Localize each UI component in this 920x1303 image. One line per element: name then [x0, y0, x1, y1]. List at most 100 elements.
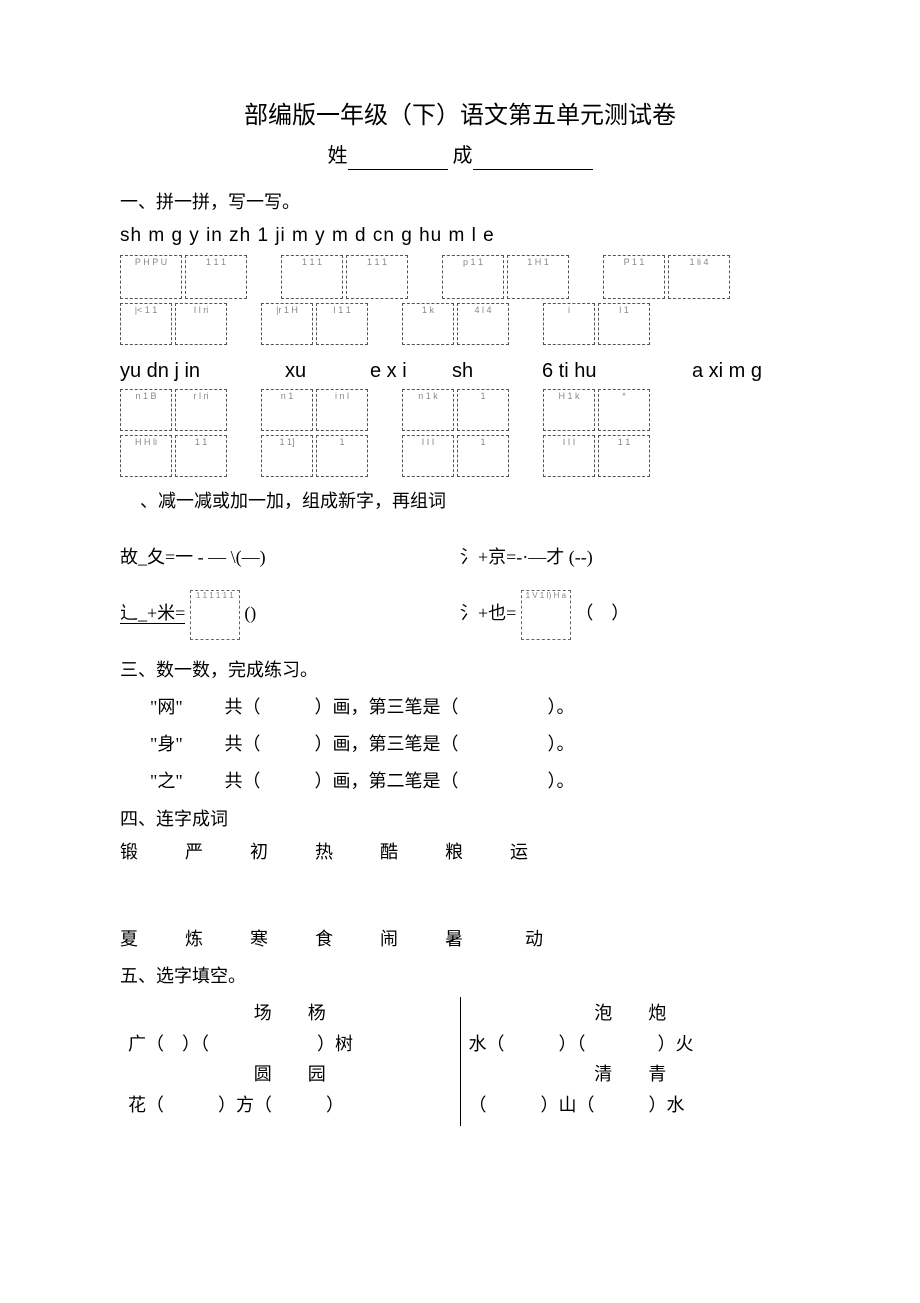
pinyin-seg: yu dn j in [120, 357, 285, 385]
q3-line: "网" 共（ ）画，第三笔是（ ）。 [150, 695, 800, 720]
connect-space[interactable] [120, 871, 800, 921]
q2-suffix: () [244, 603, 256, 623]
answer-box[interactable]: 1 1 1 1 1 1 [190, 590, 240, 640]
q5-right-col: 泡 炮 水（ ）（ ）火 清 青 （ ）山（ ）水 [461, 997, 801, 1126]
q5-choices: 场 杨 [128, 1001, 452, 1026]
tian-box[interactable]: 1 1 1 [185, 255, 247, 299]
q4-char: 初 [250, 840, 315, 865]
q4-char: 热 [315, 840, 380, 865]
section-3-head: 三、数一数，完成练习。 [120, 658, 800, 683]
tian-box[interactable]: 1 [457, 389, 509, 431]
answer-boxes-2: n 1 B r l ri n 1 i n l n 1 k 1 H 1 k * H… [120, 389, 800, 477]
q5-line: 花（ ）方（ ） [128, 1093, 452, 1118]
tian-box[interactable]: i n l [316, 389, 368, 431]
pinyin-line-1: sh m g y in zh 1 ji m y m d cn g hu m l … [120, 223, 800, 250]
q3-text: 共（ ）画，第二笔是（ [225, 771, 459, 791]
q3-line: "身" 共（ ）画，第三笔是（ ）。 [150, 732, 800, 757]
section-4-head: 四、连字成词 [120, 807, 800, 832]
tian-box[interactable]: i [543, 303, 595, 345]
q3-text: 共（ ）画，第三笔是（ [225, 734, 459, 754]
tian-box[interactable]: l 1 [598, 303, 650, 345]
pinyin-seg: xu [285, 357, 370, 385]
q3-text: 共（ ）画，第三笔是（ [225, 697, 459, 717]
tian-box[interactable]: * [598, 389, 650, 431]
q2-prefix: 辶_+米= [120, 603, 185, 624]
tian-box[interactable]: 1 H 1 [507, 255, 569, 299]
q3-end: ）。 [548, 697, 575, 717]
tian-box[interactable]: |< 1 1 [120, 303, 172, 345]
q4-char: 夏 [120, 927, 185, 952]
q2-item: 氵+京=-·—才 (--) [460, 545, 800, 570]
q5-choices: 泡 炮 [469, 1001, 793, 1026]
score-label: 成 [453, 145, 473, 167]
q4-char: 粮 [445, 840, 510, 865]
tian-box[interactable]: 1 1 1 [346, 255, 408, 299]
q5-left-col: 场 杨 广（ ）（ ）树 圆 园 花（ ）方（ ） [120, 997, 461, 1126]
tian-box[interactable]: I 1 1 [316, 303, 368, 345]
answer-boxes-1: P H P U 1 1 1 1 1 1 1 1 1 p 1 1 1 H 1 P … [120, 255, 800, 345]
q3-end: ）。 [548, 734, 575, 754]
tian-box[interactable]: 4 l 4 [457, 303, 509, 345]
q4-row-2: 夏 炼 寒 食 闹 暑 动 [120, 927, 800, 952]
q5-wrap: 场 杨 广（ ）（ ）树 圆 园 花（ ）方（ ） 泡 炮 水（ ）（ ）火 清… [120, 997, 800, 1126]
q2-item: 辶_+米= 1 1 1 1 1 1 () [120, 590, 460, 640]
tian-box[interactable]: 1 li 4 [668, 255, 730, 299]
q5-choices: 清 青 [469, 1062, 793, 1087]
q4-char: 运 [510, 840, 575, 865]
tian-box[interactable]: r l ri [175, 389, 227, 431]
score-blank[interactable] [473, 150, 593, 170]
q2-row-2: 辶_+米= 1 1 1 1 1 1 () 氵+也= 1 V 1 I) H a （… [120, 590, 800, 640]
section-5-head: 五、选字填空。 [120, 964, 800, 989]
tian-box[interactable]: P H P U [120, 255, 182, 299]
q3-char: "之" [150, 769, 220, 794]
tian-box[interactable]: 1 1 [175, 435, 227, 477]
tian-box[interactable]: |r 1 H [261, 303, 313, 345]
q3-char: "网" [150, 695, 220, 720]
q2-suffix: （ ） [575, 603, 629, 623]
q4-char: 锻 [120, 840, 185, 865]
tian-box[interactable]: 1 [457, 435, 509, 477]
q3-char: "身" [150, 732, 220, 757]
tian-box[interactable]: P 1 1 [603, 255, 665, 299]
tian-box[interactable]: I l ri [175, 303, 227, 345]
page-title: 部编版一年级（下）语文第五单元测试卷 [120, 100, 800, 134]
q3-line: "之" 共（ ）画，第二笔是（ ）。 [150, 769, 800, 794]
q4-char: 暑 [445, 927, 525, 952]
q4-char: 食 [315, 927, 380, 952]
q2-prefix: 氵+也= [460, 603, 516, 623]
tian-box[interactable]: I I I [543, 435, 595, 477]
q3-end: ）。 [548, 771, 575, 791]
pinyin-seg: 6 ti hu [542, 357, 692, 385]
q4-row-1: 锻 严 初 热 酷 粮 运 [120, 840, 800, 865]
pinyin-seg: sh [452, 357, 542, 385]
name-blank[interactable] [348, 150, 448, 170]
pinyin-seg: a xi m g [692, 357, 762, 385]
q5-line: 水（ ）（ ）火 [469, 1032, 793, 1057]
answer-box[interactable]: 1 V 1 I) H a [521, 590, 571, 640]
pinyin-line-2: yu dn j in xu e x i sh 6 ti hu a xi m g [120, 357, 800, 385]
q4-char: 严 [185, 840, 250, 865]
tian-box[interactable]: 1 1 1 [281, 255, 343, 299]
tian-box[interactable]: p 1 1 [442, 255, 504, 299]
tian-box[interactable]: 1 1] [261, 435, 313, 477]
tian-box[interactable]: 1 [316, 435, 368, 477]
tian-box[interactable]: n 1 B [120, 389, 172, 431]
tian-box[interactable]: I I I [402, 435, 454, 477]
q2-item: 故_夂=一 - — \(—) [120, 545, 460, 570]
q2-item: 氵+也= 1 V 1 I) H a （ ） [460, 590, 800, 640]
name-score-line: 姓 成 [120, 142, 800, 170]
tian-box[interactable]: 1 1 [598, 435, 650, 477]
pinyin-seg: e x i [370, 357, 452, 385]
q4-char: 炼 [185, 927, 250, 952]
q4-char: 动 [525, 927, 590, 952]
q4-char: 闹 [380, 927, 445, 952]
q5-line: （ ）山（ ）水 [469, 1093, 793, 1118]
tian-box[interactable]: 1 k [402, 303, 454, 345]
tian-box[interactable]: H 1 k [543, 389, 595, 431]
tian-box[interactable]: n 1 k [402, 389, 454, 431]
tian-box[interactable]: n 1 [261, 389, 313, 431]
section-1-head: 一、拼一拼，写一写。 [120, 190, 800, 215]
section-2-head: 、减一减或加一加，组成新字，再组词 [140, 489, 800, 514]
tian-box[interactable]: H H li [120, 435, 172, 477]
q2-row-1: 故_夂=一 - — \(—) 氵+京=-·—才 (--) [120, 545, 800, 570]
